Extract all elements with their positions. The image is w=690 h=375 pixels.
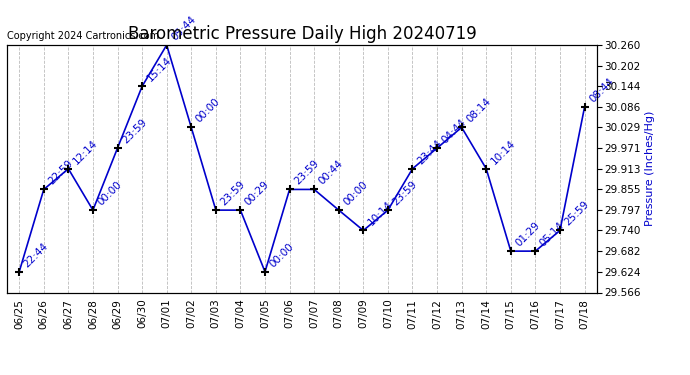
Text: 08:44: 08:44 — [587, 76, 615, 104]
Text: 22:44: 22:44 — [22, 241, 50, 269]
Text: 00:29: 00:29 — [243, 179, 271, 207]
Y-axis label: Pressure (Inches/Hg): Pressure (Inches/Hg) — [645, 111, 656, 226]
Text: 00:00: 00:00 — [342, 179, 370, 207]
Text: 00:00: 00:00 — [96, 179, 124, 207]
Text: 23:59: 23:59 — [219, 179, 247, 207]
Text: 05:14: 05:14 — [538, 220, 566, 248]
Text: 00:44: 00:44 — [317, 159, 345, 187]
Text: 12:14: 12:14 — [71, 138, 99, 166]
Text: 10:14: 10:14 — [489, 138, 518, 166]
Text: 05:44: 05:44 — [170, 14, 198, 42]
Text: 23:44: 23:44 — [415, 138, 444, 166]
Text: 08:14: 08:14 — [464, 96, 493, 124]
Title: Barometric Pressure Daily High 20240719: Barometric Pressure Daily High 20240719 — [128, 26, 476, 44]
Text: 23:59: 23:59 — [120, 117, 148, 145]
Text: 04:44: 04:44 — [440, 117, 468, 145]
Text: 15:14: 15:14 — [145, 55, 173, 84]
Text: 22:59: 22:59 — [46, 158, 75, 187]
Text: 01:29: 01:29 — [513, 220, 542, 248]
Text: 00:00: 00:00 — [194, 97, 222, 124]
Text: 23:59: 23:59 — [391, 179, 419, 207]
Text: 10:14: 10:14 — [366, 200, 395, 228]
Text: 25:59: 25:59 — [563, 199, 591, 228]
Text: 00:00: 00:00 — [268, 241, 296, 269]
Text: Copyright 2024 Cartronics.com: Copyright 2024 Cartronics.com — [7, 32, 159, 41]
Text: 23:59: 23:59 — [293, 158, 321, 187]
